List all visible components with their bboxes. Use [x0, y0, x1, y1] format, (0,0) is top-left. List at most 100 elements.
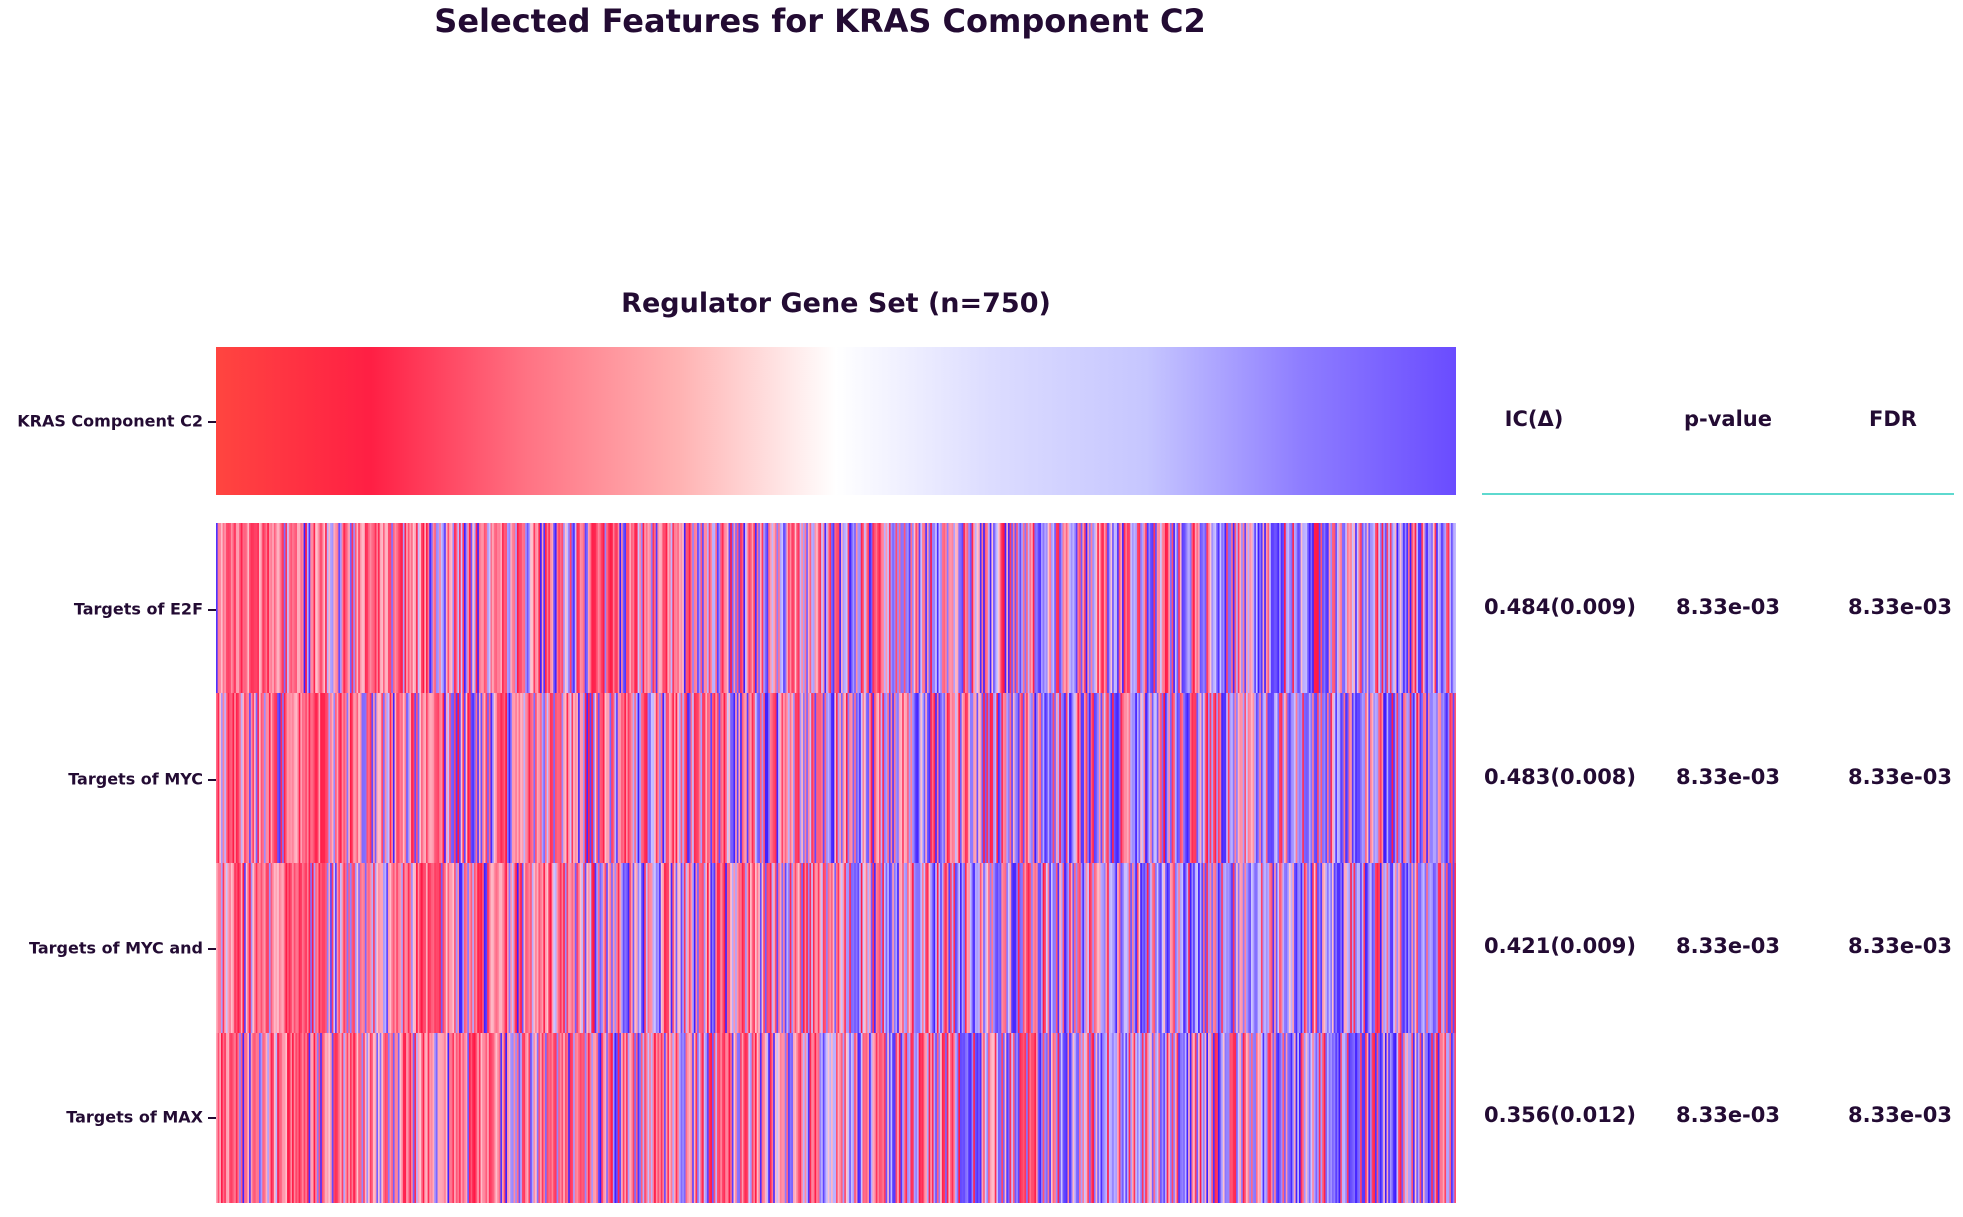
heatmap-cell — [720, 863, 723, 1034]
heatmap-cell — [290, 523, 293, 694]
heatmap-cell — [1062, 1033, 1065, 1203]
heatmap-cell — [824, 693, 827, 864]
heatmap-cell — [1077, 693, 1080, 864]
heatmap-cell — [1113, 1033, 1117, 1203]
heatmap-cell — [374, 863, 377, 1034]
heatmap-cell — [558, 1033, 561, 1203]
heatmap-cell — [607, 1033, 611, 1203]
heatmap-cell — [406, 523, 409, 694]
heatmap-cell — [673, 1033, 677, 1203]
heatmap-cell — [1298, 863, 1302, 1034]
heatmap-cell — [986, 693, 989, 864]
heatmap-cell — [758, 1033, 761, 1203]
heatmap-cell — [806, 693, 809, 864]
heatmap-cell — [865, 1033, 869, 1203]
heatmap-cell — [789, 1033, 792, 1203]
heatmap-cell — [622, 863, 625, 1034]
heatmap-cell — [900, 523, 903, 694]
heatmap-cell — [844, 693, 847, 864]
heatmap-cell — [827, 863, 830, 1034]
heatmap-cell — [282, 523, 285, 694]
heatmap-cell — [632, 693, 635, 864]
heatmap-cell — [1168, 863, 1171, 1034]
heatmap-cell — [391, 1033, 394, 1203]
heatmap-cell — [675, 523, 678, 694]
heatmap-cell — [1052, 1033, 1055, 1203]
heatmap-cell — [1148, 523, 1151, 694]
heatmap-cell — [1163, 863, 1166, 1034]
heatmap-cell — [591, 863, 594, 1034]
heatmap-cell — [652, 523, 655, 694]
heatmap-cell — [230, 863, 234, 1034]
heatmap-cell — [907, 523, 910, 694]
heatmap-cell — [536, 693, 539, 864]
heatmap-cell — [966, 863, 969, 1034]
heatmap-cell — [361, 523, 364, 694]
heatmap-cell — [945, 863, 948, 1034]
heatmap-cell — [601, 863, 604, 1034]
heatmap-cell — [316, 523, 320, 694]
heatmap-cell — [1274, 1033, 1277, 1203]
heatmap-cell — [700, 693, 703, 864]
heatmap-cell — [895, 693, 898, 864]
heatmap-cell — [1166, 693, 1169, 864]
heatmap-cell — [1203, 863, 1206, 1034]
heatmap-cell — [1378, 693, 1381, 864]
heatmap-cell — [1292, 1033, 1295, 1203]
heatmap-cell — [1037, 1033, 1040, 1203]
heatmap-cell — [910, 1033, 913, 1203]
heatmap-cell — [1297, 693, 1300, 864]
heatmap-cell — [558, 523, 561, 694]
heatmap-cell — [1328, 693, 1331, 864]
heatmap-cell — [667, 1033, 670, 1203]
heatmap-cell — [378, 863, 381, 1034]
heatmap-cell — [219, 523, 222, 694]
heatmap-cell — [1383, 693, 1386, 864]
heatmap-cell — [675, 1033, 678, 1203]
heatmap-cell — [1284, 1033, 1287, 1203]
heatmap-cell — [1097, 863, 1100, 1034]
heatmap-cell — [1065, 523, 1069, 694]
heatmap-cell — [1373, 523, 1376, 694]
heatmap-cell — [1332, 863, 1335, 1034]
heatmap-cell — [1427, 523, 1431, 694]
heatmap-cell — [1171, 863, 1174, 1034]
heatmap-cell — [1016, 693, 1019, 864]
heatmap-cell — [1041, 1033, 1044, 1203]
heatmap-cell — [1361, 693, 1365, 864]
heatmap-cell — [893, 693, 897, 864]
heatmap-cell — [659, 1033, 662, 1203]
heatmap-cell — [1401, 693, 1404, 864]
heatmap-cell — [667, 693, 670, 864]
heatmap-cell — [397, 863, 401, 1034]
heatmap-cell — [548, 1033, 551, 1203]
heatmap-cell — [1128, 693, 1131, 864]
heatmap-cell — [409, 523, 412, 694]
heatmap-cell — [652, 693, 655, 864]
heatmap-cell — [328, 523, 331, 694]
heatmap-cell — [984, 1033, 988, 1203]
heatmap-cell — [1105, 693, 1108, 864]
heatmap-cell — [1249, 523, 1252, 694]
heatmap-cell — [794, 523, 797, 694]
heatmap-cell — [1351, 863, 1355, 1034]
heatmap-cell — [1216, 523, 1219, 694]
heatmap-cell — [920, 693, 923, 864]
heatmap-cell — [988, 1033, 991, 1203]
heatmap-cell — [1143, 1033, 1146, 1203]
heatmap-cell — [602, 1033, 606, 1203]
heatmap-cell — [1130, 863, 1133, 1034]
heatmap-cell — [292, 693, 295, 864]
heatmap-cell — [683, 1033, 687, 1203]
heatmap-cell — [624, 863, 627, 1034]
heatmap-cell — [1374, 1033, 1378, 1203]
heatmap-cell — [1394, 693, 1398, 864]
heatmap-cell — [419, 693, 422, 864]
heatmap-cell — [258, 863, 262, 1034]
heatmap-cell — [442, 523, 445, 694]
heatmap-cell — [784, 1033, 787, 1203]
heatmap-cell — [313, 523, 316, 694]
heatmap-cell — [797, 693, 801, 864]
heatmap-cell — [725, 693, 728, 864]
heatmap-cell — [257, 693, 260, 864]
